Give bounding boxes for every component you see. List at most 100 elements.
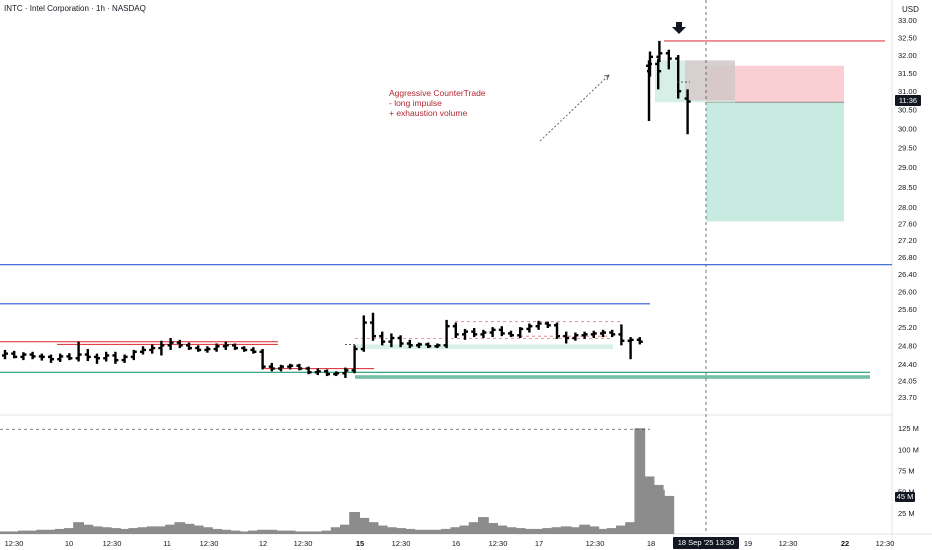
time-tick-label: 17 (535, 539, 543, 548)
volume-bar (137, 527, 149, 534)
time-axis[interactable]: 12:30 10 12:30 11 12:30 12 12:30 15 12:30 16 12:30… (5, 539, 895, 548)
price-tick-label: 26.80 (898, 253, 917, 262)
volume-bars (0, 428, 675, 534)
time-tick-label: 16 (452, 539, 460, 548)
time-tick-label: 12:30 (489, 539, 508, 548)
time-tick-label: 12:30 (5, 539, 24, 548)
price-tick-label: 24.80 (898, 341, 917, 350)
volume-bar (36, 529, 48, 534)
volume-value-tag: 45 M (895, 492, 915, 502)
volume-tick-label: 75 M (898, 467, 915, 476)
trade-annotation[interactable]: Aggressive CounterTrade - long impulse +… (389, 88, 486, 118)
price-tick-label: 31.50 (898, 69, 917, 78)
current-price-tag: 11:36 (895, 95, 921, 106)
time-tick-label: 11 (163, 539, 171, 548)
volume-bar (524, 528, 535, 534)
volume-bar (284, 530, 296, 534)
volume-bar (358, 517, 370, 534)
volume-bar (588, 526, 600, 534)
volume-bar (432, 529, 443, 534)
time-tick-label: 12:30 (200, 539, 219, 548)
volume-bar (654, 490, 665, 534)
volume-tick-label: 100 M (898, 445, 919, 454)
price-tick-label: 25.20 (898, 323, 917, 332)
price-axis[interactable]: 33.00 32.50 32.00 31.50 31.00 30.50 30.00 29.50… (898, 16, 917, 402)
price-tick-label: 24.40 (898, 360, 917, 369)
price-tick-label: 27.20 (898, 236, 917, 245)
annotation-line-3: + exhaustion volume (389, 108, 468, 118)
volume-bar (349, 512, 360, 534)
projection-arrowhead (603, 74, 610, 81)
volume-bar (183, 523, 195, 534)
volume-bar (551, 527, 563, 534)
price-tick-label: 32.00 (898, 51, 917, 60)
volume-bar (119, 528, 130, 534)
volume-bar (496, 525, 508, 534)
volume-bar (211, 528, 222, 534)
volume-bar (542, 528, 554, 534)
time-tick-label: 15 (356, 539, 364, 548)
chart-overlays (0, 0, 707, 534)
price-tick-label: 26.40 (898, 270, 917, 279)
volume-bar (275, 530, 287, 534)
time-tick-label: 12:30 (586, 539, 605, 548)
time-tick-label: 12:30 (103, 539, 122, 548)
price-tick-label: 30.00 (898, 125, 917, 134)
time-tick-label: 22 (841, 539, 849, 548)
volume-bar (174, 522, 186, 534)
volume-bar (663, 495, 675, 534)
time-tick-label: 12:30 (392, 539, 411, 548)
volume-bar (625, 522, 636, 534)
chart-title: INTC · Intel Corporation · 1h · NASDAQ (4, 4, 146, 13)
time-tick-label: 12:30 (876, 539, 895, 548)
price-tick-label: 28.50 (898, 183, 917, 192)
volume-bar (367, 522, 379, 534)
volume-bar (220, 529, 232, 534)
annotation-line-2: - long impulse (389, 98, 442, 108)
volume-bar (45, 529, 57, 534)
volume-bar (146, 526, 158, 534)
volume-bar (459, 525, 471, 534)
time-tick-label: 10 (65, 539, 73, 548)
price-tick-label: 24.05 (898, 376, 917, 385)
volume-bar (634, 428, 646, 534)
volume-bar (64, 528, 75, 534)
down-arrow-icon (672, 22, 686, 34)
volume-bar (560, 526, 572, 534)
volume-bar (100, 527, 112, 534)
volume-bar (192, 525, 204, 534)
volume-bar (422, 529, 434, 534)
volume-bar (8, 531, 20, 534)
price-tick-label: 25.60 (898, 305, 917, 314)
volume-bar (450, 527, 462, 534)
volume-bar (110, 528, 121, 534)
volume-bar (330, 527, 342, 534)
volume-bar (441, 528, 452, 534)
volume-tick-label: 125 M (898, 424, 919, 433)
volume-bar (478, 517, 489, 534)
volume-bar (340, 524, 351, 534)
price-tick-label: 33.00 (898, 16, 917, 25)
volume-bar (468, 522, 480, 534)
currency-label[interactable]: USD (902, 5, 919, 14)
volume-bar (616, 525, 627, 534)
price-tick-label: 27.60 (898, 220, 917, 229)
range-box (355, 344, 613, 350)
price-tick-label: 30.50 (898, 106, 917, 115)
price-tick-label: 31.00 (898, 87, 917, 96)
volume-bar (413, 529, 425, 534)
volume-bar (54, 528, 66, 534)
volume-bar (0, 531, 11, 534)
volume-bar (303, 531, 314, 534)
volume-bar (533, 528, 544, 534)
volume-bar (238, 531, 250, 534)
volume-bar (376, 525, 388, 534)
annotation-line-1: Aggressive CounterTrade (389, 88, 486, 98)
volume-bar (18, 530, 29, 534)
price-tick-label: 29.00 (898, 163, 917, 172)
time-tick-label: 19 (744, 539, 752, 548)
volume-bar (294, 531, 305, 534)
volume-bar (644, 488, 656, 534)
volume-bar (395, 528, 406, 534)
